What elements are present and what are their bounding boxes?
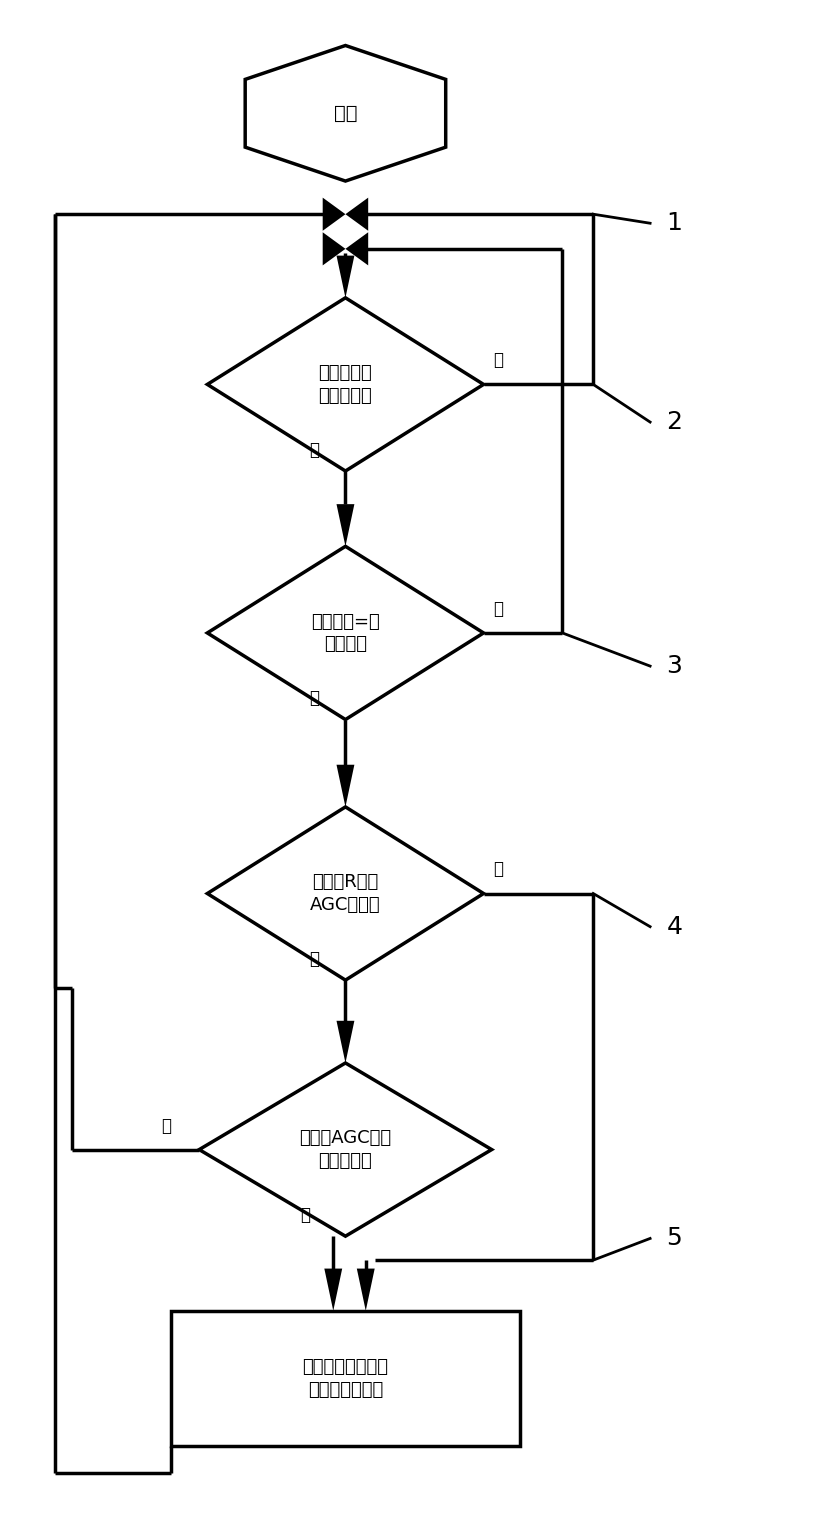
Polygon shape: [345, 232, 368, 266]
Text: 3: 3: [666, 655, 681, 678]
Polygon shape: [336, 504, 354, 546]
Text: 变频对AGC性能
指标不利？: 变频对AGC性能 指标不利？: [299, 1130, 391, 1170]
Text: 是: 是: [493, 599, 503, 618]
Polygon shape: [345, 198, 368, 231]
Polygon shape: [207, 807, 483, 981]
Text: 机组为R模式
AGC方式？: 机组为R模式 AGC方式？: [310, 873, 380, 913]
Polygon shape: [336, 1021, 354, 1064]
Text: 当前真空=最
佳真空？: 当前真空=最 佳真空？: [310, 613, 379, 653]
Text: 变频调节，使真空
向最佳真空变化: 变频调节，使真空 向最佳真空变化: [302, 1359, 388, 1399]
Text: 否: 否: [493, 352, 503, 369]
Text: 是: 是: [161, 1116, 171, 1134]
Text: 5: 5: [666, 1227, 681, 1251]
Polygon shape: [336, 765, 354, 807]
Text: 开始: 开始: [334, 105, 357, 123]
Polygon shape: [245, 46, 445, 181]
Polygon shape: [207, 546, 483, 719]
Text: 4: 4: [666, 915, 681, 939]
Polygon shape: [199, 1064, 491, 1236]
Polygon shape: [322, 232, 345, 266]
Polygon shape: [336, 255, 354, 298]
Text: 是: 是: [309, 950, 319, 968]
Bar: [171, 1311, 519, 1446]
Polygon shape: [207, 298, 483, 470]
Text: 微泵电机是
变频方式？: 微泵电机是 变频方式？: [318, 364, 372, 404]
Polygon shape: [324, 1268, 342, 1311]
Text: 2: 2: [666, 410, 681, 433]
Text: 是: 是: [309, 441, 319, 460]
Text: 否: 否: [309, 690, 319, 707]
Text: 1: 1: [666, 211, 681, 235]
Polygon shape: [322, 198, 345, 231]
Text: 否: 否: [300, 1207, 310, 1223]
Polygon shape: [356, 1268, 374, 1311]
Text: 否: 否: [493, 861, 503, 879]
